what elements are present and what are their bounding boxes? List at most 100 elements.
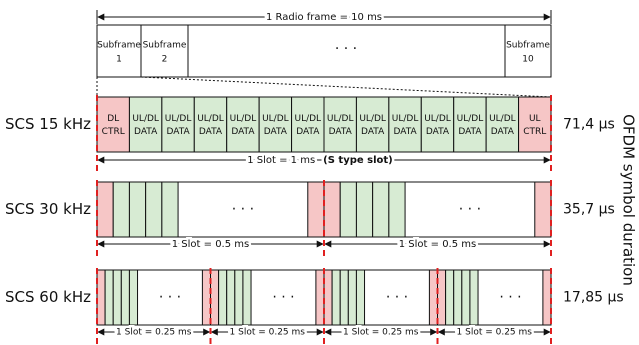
symbol: [542, 269, 552, 326]
symbol-label: CTRL: [523, 127, 546, 137]
symbol: [112, 181, 130, 238]
symbol: [534, 181, 552, 238]
frame-label: 1 Radio frame = 10 ms: [266, 12, 382, 23]
symbol: [388, 96, 422, 153]
subframe: [140, 24, 189, 78]
slot-label: 1 Slot = 0.25 ms: [230, 328, 306, 338]
symbol: [323, 181, 341, 238]
symbol: [242, 269, 252, 326]
symbol-label: DATA: [134, 127, 158, 137]
ellipsis: · · ·: [159, 290, 181, 306]
symbol: [339, 181, 357, 238]
symbol-label: UL/DL: [197, 114, 224, 124]
symbol: [469, 269, 479, 326]
symbol-label: UL/DL: [230, 114, 257, 124]
symbol: [120, 269, 130, 326]
symbol: [461, 269, 471, 326]
symbol: [161, 96, 195, 153]
symbol: [128, 181, 147, 238]
symbol: [323, 96, 357, 153]
symbol: [96, 181, 114, 238]
symbol: [453, 269, 463, 326]
zoom-line: [140, 76, 552, 98]
symbol: [355, 181, 374, 238]
symbol: [347, 269, 357, 326]
row-label: SCS 60 kHz: [5, 288, 91, 306]
symbol: [161, 181, 179, 238]
slot-label: 1 Slot = 0.25 ms: [343, 328, 419, 338]
symbol: [128, 269, 139, 326]
symbol-label: UL/DL: [489, 114, 516, 124]
symbol-label: UL: [529, 114, 541, 124]
symbol: [258, 96, 293, 153]
subframe: [96, 24, 142, 78]
symbol-label: DATA: [296, 127, 320, 137]
ellipsis: · · ·: [335, 41, 357, 57]
subframe-label: Subframe: [506, 41, 550, 51]
subframe-label: Subframe: [143, 41, 187, 51]
symbol-label: UL/DL: [262, 114, 289, 124]
symbol: [226, 269, 236, 326]
subframe-label: Subframe: [97, 41, 141, 51]
slot-note: (S type slot): [323, 155, 393, 166]
symbol-label: DATA: [199, 127, 223, 137]
symbol-label: DATA: [426, 127, 450, 137]
symbol-label: UL/DL: [294, 114, 321, 124]
symbol-label: DATA: [329, 127, 353, 137]
symbol: [128, 96, 163, 153]
symbol: [201, 269, 211, 326]
symbol: [355, 269, 366, 326]
ellipsis: · · ·: [272, 290, 294, 306]
duration: 35,7 µs: [563, 202, 615, 218]
symbol-label: UL/DL: [165, 114, 192, 124]
symbol-label: DATA: [458, 127, 482, 137]
symbol: [193, 96, 228, 153]
symbol: [339, 269, 349, 326]
symbol: [445, 269, 455, 326]
duration: 71,4 µs: [563, 117, 615, 133]
row-label: SCS 30 kHz: [5, 200, 91, 218]
slot-label: 1 Slot = 0.5 ms: [172, 239, 249, 250]
slot-label: 1 Slot = 0.25 ms: [116, 328, 192, 338]
symbol-label: UL/DL: [457, 114, 484, 124]
symbol-label: UL/DL: [392, 114, 419, 124]
symbol-label: UL/DL: [359, 114, 386, 124]
symbol: [453, 96, 487, 153]
symbol: [291, 96, 325, 153]
symbol: [96, 269, 106, 326]
symbol-label: DATA: [166, 127, 190, 137]
ellipsis: · · ·: [386, 290, 408, 306]
axis-label: OFDM symbol duration: [620, 114, 638, 286]
symbol: [518, 96, 552, 153]
subframe-number: 1: [116, 55, 122, 65]
symbol: [112, 269, 122, 326]
symbol-label: CTRL: [102, 127, 125, 137]
symbol: [485, 96, 520, 153]
symbol: [210, 269, 220, 326]
symbol: [323, 269, 333, 326]
slot-label: 1 Slot = 1 ms: [247, 155, 315, 166]
symbol-label: DATA: [264, 127, 288, 137]
symbol: [355, 96, 390, 153]
symbol-label: UL/DL: [132, 114, 159, 124]
symbol-label: DATA: [231, 127, 255, 137]
symbol: [331, 269, 341, 326]
symbol-label: UL/DL: [327, 114, 354, 124]
symbol: [218, 269, 228, 326]
symbol: [307, 181, 325, 238]
symbol: [437, 269, 447, 326]
subframe: [504, 24, 552, 78]
symbol: [104, 269, 114, 326]
ellipsis: · · ·: [459, 202, 481, 218]
symbol-label: DATA: [361, 127, 385, 137]
subframe-number: 10: [522, 55, 534, 65]
row-label: SCS 15 kHz: [5, 115, 91, 133]
symbol-label: UL/DL: [424, 114, 451, 124]
ellipsis: · · ·: [499, 290, 521, 306]
symbol: [428, 269, 438, 326]
symbol: [234, 269, 244, 326]
slot-label: 1 Slot = 0.5 ms: [399, 239, 476, 250]
symbol: [388, 181, 406, 238]
